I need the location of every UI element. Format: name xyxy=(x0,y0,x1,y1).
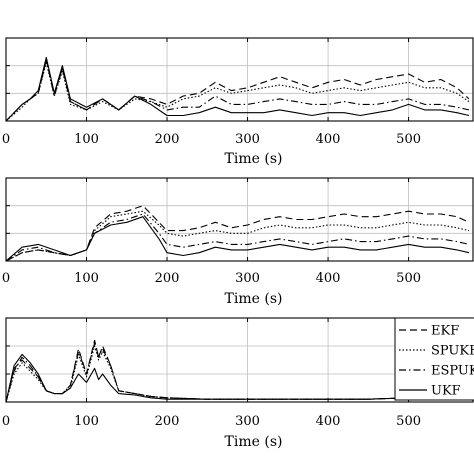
chart-panel-2: 0 100 200 300 400 500 Time (s) xyxy=(2,177,474,307)
x-tick-label: 0 xyxy=(2,271,10,286)
series-group xyxy=(6,205,470,261)
series-line-ukf xyxy=(6,216,470,261)
x-axis-label: Time (s) xyxy=(225,151,283,167)
x-tick-label: 100 xyxy=(74,271,99,286)
plot-frame xyxy=(5,177,474,262)
x-tick-label: 200 xyxy=(155,414,180,429)
chart-panel-3: 0 100 200 300 400 500 Time (s) EKF SPUKF ESPUKF UK… xyxy=(2,317,474,450)
x-tick-label: 300 xyxy=(235,132,260,147)
x-axis-label: Time (s) xyxy=(225,291,283,307)
series-group xyxy=(6,339,469,402)
series-line-ekf xyxy=(6,59,470,121)
series-group xyxy=(6,56,470,121)
x-tick-label: 200 xyxy=(155,271,180,286)
x-tick-label: 300 xyxy=(235,271,260,286)
x-tick-label: 0 xyxy=(2,414,10,429)
x-tick-label: 200 xyxy=(155,132,180,147)
legend-label-ukf: UKF xyxy=(431,384,461,399)
legend: EKF SPUKF ESPUKF UKF xyxy=(394,317,474,401)
series-line-espukf xyxy=(6,342,469,402)
x-tick-label: 500 xyxy=(396,271,421,286)
x-tick-label: 500 xyxy=(396,132,421,147)
series-line-espukf xyxy=(6,59,470,121)
series-line-ukf xyxy=(6,353,469,402)
series-line-ukf xyxy=(6,56,470,121)
x-tick-label: 400 xyxy=(316,414,341,429)
legend-label-espukf: ESPUKF xyxy=(431,364,474,379)
series-line-espukf xyxy=(6,213,470,261)
legend-label-ekf: EKF xyxy=(431,324,459,339)
legend-label-spukf: SPUKF xyxy=(431,344,474,359)
x-tick-label: 100 xyxy=(74,414,99,429)
x-axis-label: Time (s) xyxy=(225,434,283,450)
x-tick-label: 100 xyxy=(74,132,99,147)
x-tick-label: 400 xyxy=(316,271,341,286)
plot-frame xyxy=(5,37,474,122)
x-tick-label: 300 xyxy=(235,414,260,429)
legend-box xyxy=(394,317,474,401)
x-tick-label: 500 xyxy=(396,414,421,429)
x-tick-label: 400 xyxy=(316,132,341,147)
x-tick-label: 0 xyxy=(2,132,10,147)
chart-panel-1: 0 100 200 300 400 500 Time (s) xyxy=(2,37,474,167)
